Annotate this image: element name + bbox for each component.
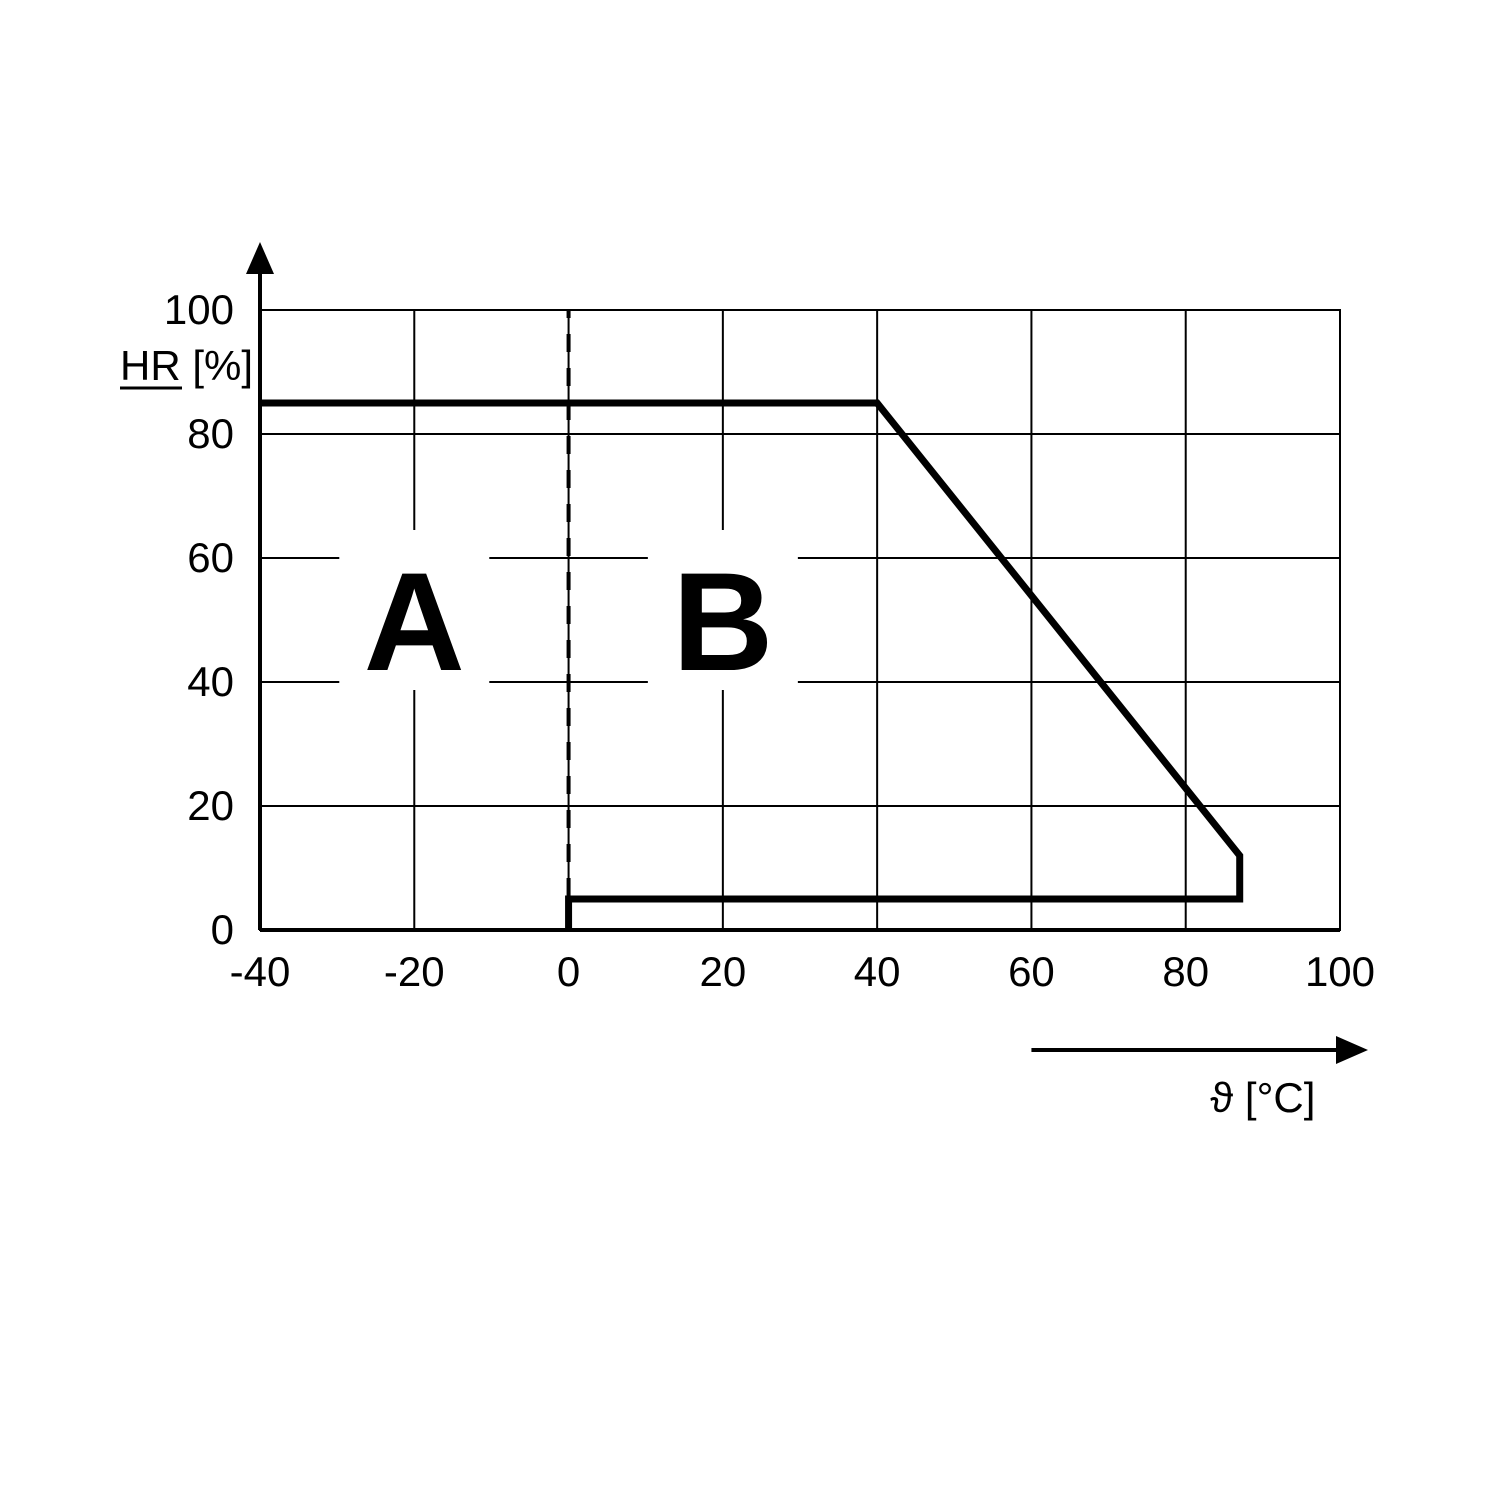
x-tick-label: -20	[384, 948, 445, 995]
y-tick-label: 0	[211, 906, 234, 953]
x-tick-label: 60	[1008, 948, 1055, 995]
x-tick-label: 80	[1162, 948, 1209, 995]
y-tick-label: 20	[187, 782, 234, 829]
y-tick-label: 40	[187, 658, 234, 705]
x-tick-label: 100	[1305, 948, 1375, 995]
y-tick-label: 60	[187, 534, 234, 581]
y-axis-label: HR [%]	[120, 342, 253, 389]
climate-chart: A B 0 20 40 60 80 100 -40 -20 0 20 40 60 80 100 HR [%] ϑ …	[0, 0, 1500, 1500]
y-tick-label: 100	[164, 286, 234, 333]
y-tick-label: 80	[187, 410, 234, 457]
region-label-A: A	[364, 543, 465, 700]
chart-svg: A B 0 20 40 60 80 100 -40 -20 0 20 40 60 80 100 HR [%] ϑ …	[0, 0, 1500, 1500]
x-axis-label: ϑ [°C]	[1210, 1074, 1315, 1121]
x-tick-label: 0	[557, 948, 580, 995]
x-tick-label: 20	[699, 948, 746, 995]
x-tick-label: -40	[230, 948, 291, 995]
region-label-B: B	[672, 543, 773, 700]
x-tick-label: 40	[854, 948, 901, 995]
